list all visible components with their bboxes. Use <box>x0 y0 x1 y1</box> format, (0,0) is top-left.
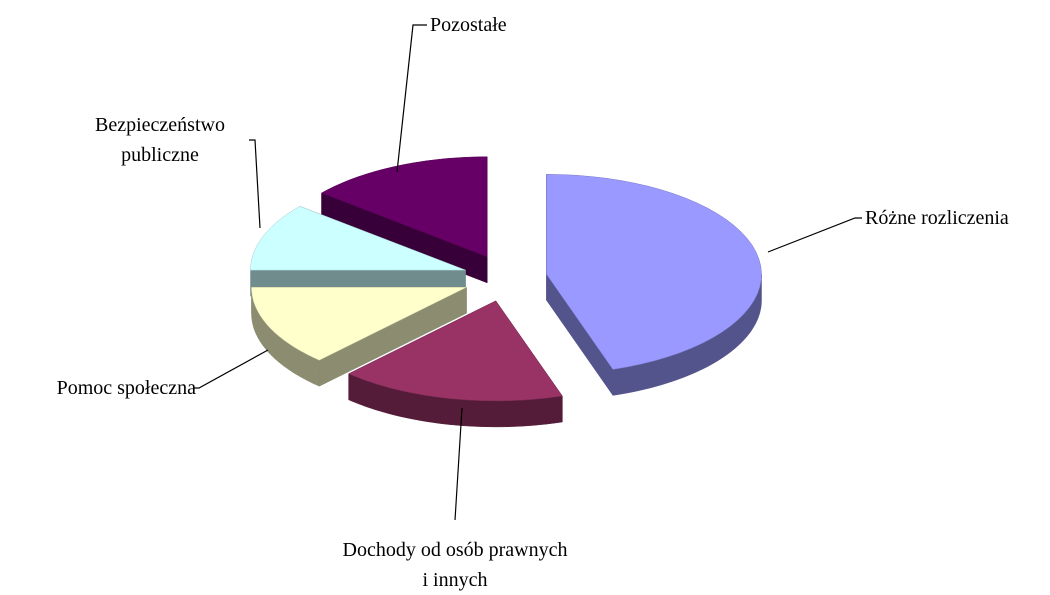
slice-label: Dochody od osób prawnych i innych <box>342 539 568 591</box>
leader-line <box>396 24 427 173</box>
leader-line <box>249 139 261 229</box>
slice-label: Różne rozliczenia <box>865 207 1009 229</box>
slice <box>250 206 466 271</box>
slice-label: Bezpieczeństwo publiczne <box>95 114 225 166</box>
slice <box>348 300 563 402</box>
slice-label: Pomoc społeczna <box>56 377 196 399</box>
leader-line <box>194 349 269 389</box>
leader-line <box>454 407 463 521</box>
slice <box>251 287 467 361</box>
slice <box>546 174 762 370</box>
slice <box>320 156 488 258</box>
leader-line <box>767 217 862 253</box>
slice-label: Pozostałe <box>430 14 507 36</box>
